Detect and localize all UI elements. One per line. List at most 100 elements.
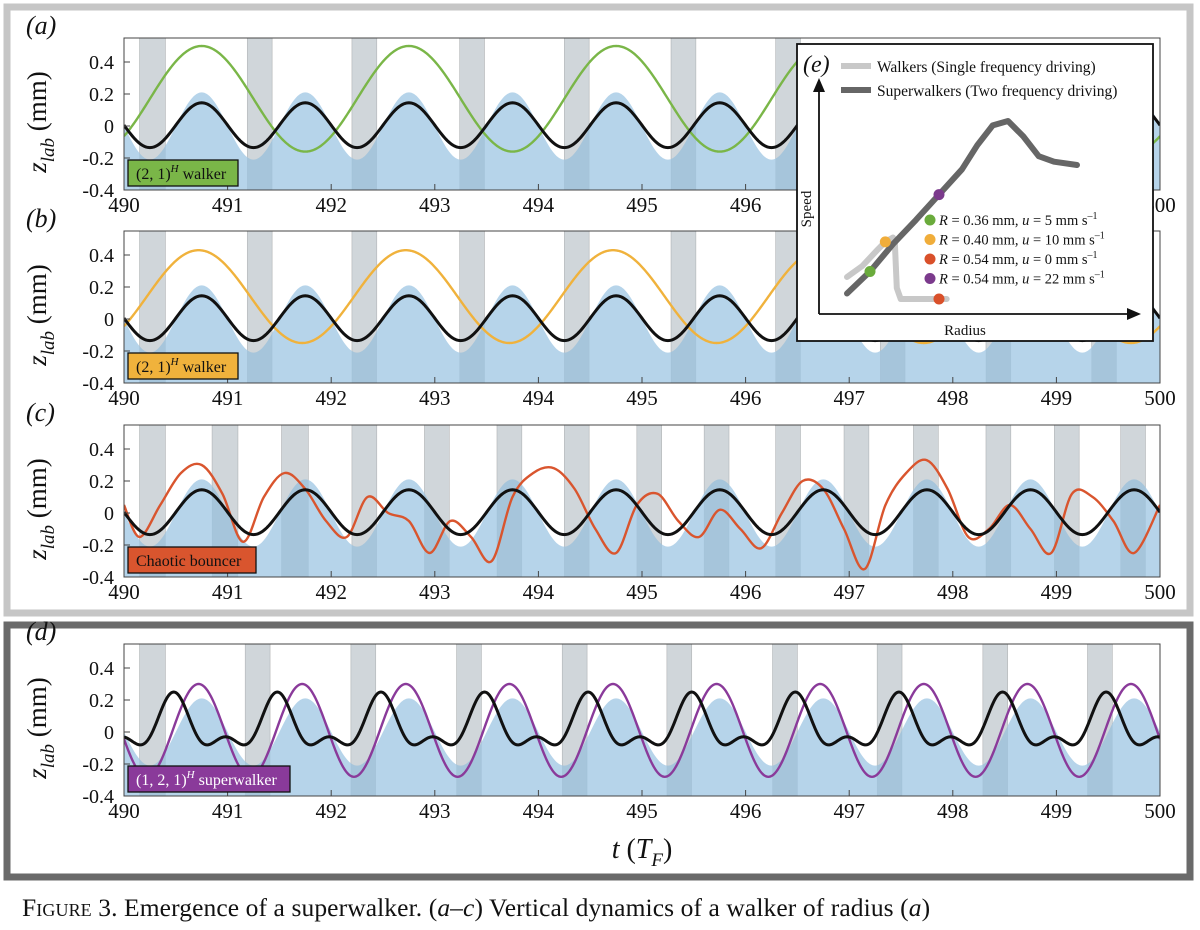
shaded-overlay xyxy=(666,644,692,796)
caption-ac: a–c xyxy=(437,893,475,922)
inset-frame xyxy=(796,43,1154,342)
x-tick-label: 495 xyxy=(626,386,658,410)
bath-surface-fill xyxy=(124,285,1160,383)
caption-text-2: ) Vertical dynamics of a walker of radiu… xyxy=(474,893,909,922)
x-tick-label: 492 xyxy=(315,799,347,823)
x-tick-label: 491 xyxy=(212,386,244,410)
x-tick-label: 495 xyxy=(626,580,658,604)
y-tick-label: 0 xyxy=(104,503,114,525)
shaded-overlay xyxy=(985,425,1011,577)
shaded-overlay xyxy=(247,231,273,383)
plot-area xyxy=(124,644,1160,796)
legend-text: (2, 1)H walker xyxy=(136,356,227,376)
plot-area xyxy=(124,231,1160,383)
y-tick-label: 0 xyxy=(104,309,114,331)
x-tick-label: 499 xyxy=(1041,386,1073,410)
inset-point-legend-dot xyxy=(924,253,936,265)
y-tick-label: -0.4 xyxy=(82,786,114,808)
series-line-1 xyxy=(124,690,1160,747)
legend-swatch xyxy=(127,765,291,793)
x-tick-label: 494 xyxy=(523,386,555,410)
x-tick-label: 497 xyxy=(833,799,865,823)
series-line-0 xyxy=(124,682,1160,779)
shaded-overlay xyxy=(351,38,377,190)
x-tick-label: 500 xyxy=(1144,386,1176,410)
shaded-overlay xyxy=(1120,425,1146,577)
plot-area xyxy=(124,425,1160,577)
legend-box: (1, 2, 1)H superwalker xyxy=(127,765,291,793)
inset-point-legend-label: R = 0.40 mm, u = 10 mm s–1 xyxy=(938,231,1105,249)
legend-swatch xyxy=(127,159,239,187)
panel-a: 0.40.20-0.2-0.44904914924934944954964974… xyxy=(22,11,1176,217)
x-tick-label: 490 xyxy=(108,799,140,823)
x-tick-label: 499 xyxy=(1041,799,1073,823)
inset-point-legend-dot xyxy=(924,273,936,284)
y-tick-label: 0.4 xyxy=(89,439,114,461)
caption-a: a xyxy=(908,893,922,922)
y-axis-label: zlab (mm) xyxy=(22,677,59,780)
legend-text: (2, 1)H walker xyxy=(136,163,227,183)
shaded-overlay xyxy=(671,231,696,383)
inset-point-legend-label: R = 0.36 mm, u = 5 mm s–1 xyxy=(938,211,1098,229)
x-tick-label: 498 xyxy=(937,580,969,604)
x-axis-label: t (TF) xyxy=(612,834,673,871)
x-tick-label: 493 xyxy=(419,580,451,604)
y-tick-label: 0.2 xyxy=(89,690,114,712)
legend-box: Chaotic bouncer xyxy=(127,546,257,574)
shaded-overlay xyxy=(564,231,590,383)
bath-surface-fill xyxy=(124,479,1160,577)
frame-top-group xyxy=(3,3,1194,617)
x-tick-label: 491 xyxy=(212,799,244,823)
inset-point xyxy=(864,266,876,278)
inset-y-label: Speed xyxy=(799,190,815,227)
frame-superwalker xyxy=(3,621,1194,881)
inset-panel-label: (e) xyxy=(803,52,830,78)
y-tick-label: 0 xyxy=(104,116,114,138)
inset-legend-label: Superwalkers (Two frequency driving) xyxy=(877,83,1117,100)
legend-text: (1, 2, 1)H superwalker xyxy=(136,769,277,789)
x-tick-label: 494 xyxy=(523,580,555,604)
inset-point xyxy=(879,236,891,248)
shaded-overlay xyxy=(247,38,273,190)
x-tick-label: 497 xyxy=(833,386,865,410)
plot-area xyxy=(124,38,1160,190)
inset-point xyxy=(933,189,945,201)
x-tick-label: 491 xyxy=(212,193,244,217)
x-tick-label: 500 xyxy=(1144,799,1176,823)
y-tick-label: -0.2 xyxy=(82,148,114,170)
x-tick-label: 491 xyxy=(212,580,244,604)
legend-box: (2, 1)H walker xyxy=(127,159,239,187)
inset-point-legend-label: R = 0.54 mm, u = 0 mm s–1 xyxy=(938,250,1098,268)
y-tick-label: -0.4 xyxy=(82,567,114,589)
x-tick-label: 496 xyxy=(730,193,762,217)
x-tick-label: 496 xyxy=(730,799,762,823)
y-tick-label: -0.2 xyxy=(82,341,114,363)
x-tick-label: 492 xyxy=(315,386,347,410)
x-tick-label: 490 xyxy=(108,580,140,604)
shaded-overlay xyxy=(459,231,485,383)
x-tick-label: 493 xyxy=(419,193,451,217)
panel-label: (a) xyxy=(26,11,56,40)
inset-y-arrow xyxy=(813,78,825,92)
panel-e-inset: (e) Walkers (Single frequency driving) Sup… xyxy=(796,43,1154,342)
x-tick-label: 493 xyxy=(419,799,451,823)
shaded-overlay xyxy=(844,425,869,577)
shaded-overlay xyxy=(1054,425,1080,577)
x-tick-label: 490 xyxy=(108,386,140,410)
x-tick-label: 494 xyxy=(523,799,555,823)
shaded-overlay xyxy=(877,644,903,796)
y-axis-label: zlab (mm) xyxy=(22,264,59,367)
inset-point-legend-label: R = 0.54 mm, u = 22 mm s–1 xyxy=(938,270,1105,288)
inset-point-legend-dot xyxy=(924,234,936,245)
y-axis-label: zlab (mm) xyxy=(22,458,59,561)
x-tick-label: 497 xyxy=(833,580,865,604)
inset-x-arrow xyxy=(1127,308,1141,320)
x-tick-label: 496 xyxy=(730,580,762,604)
x-tick-label: 492 xyxy=(315,580,347,604)
y-tick-label: 0.2 xyxy=(89,277,114,299)
shaded-overlay xyxy=(562,644,588,796)
